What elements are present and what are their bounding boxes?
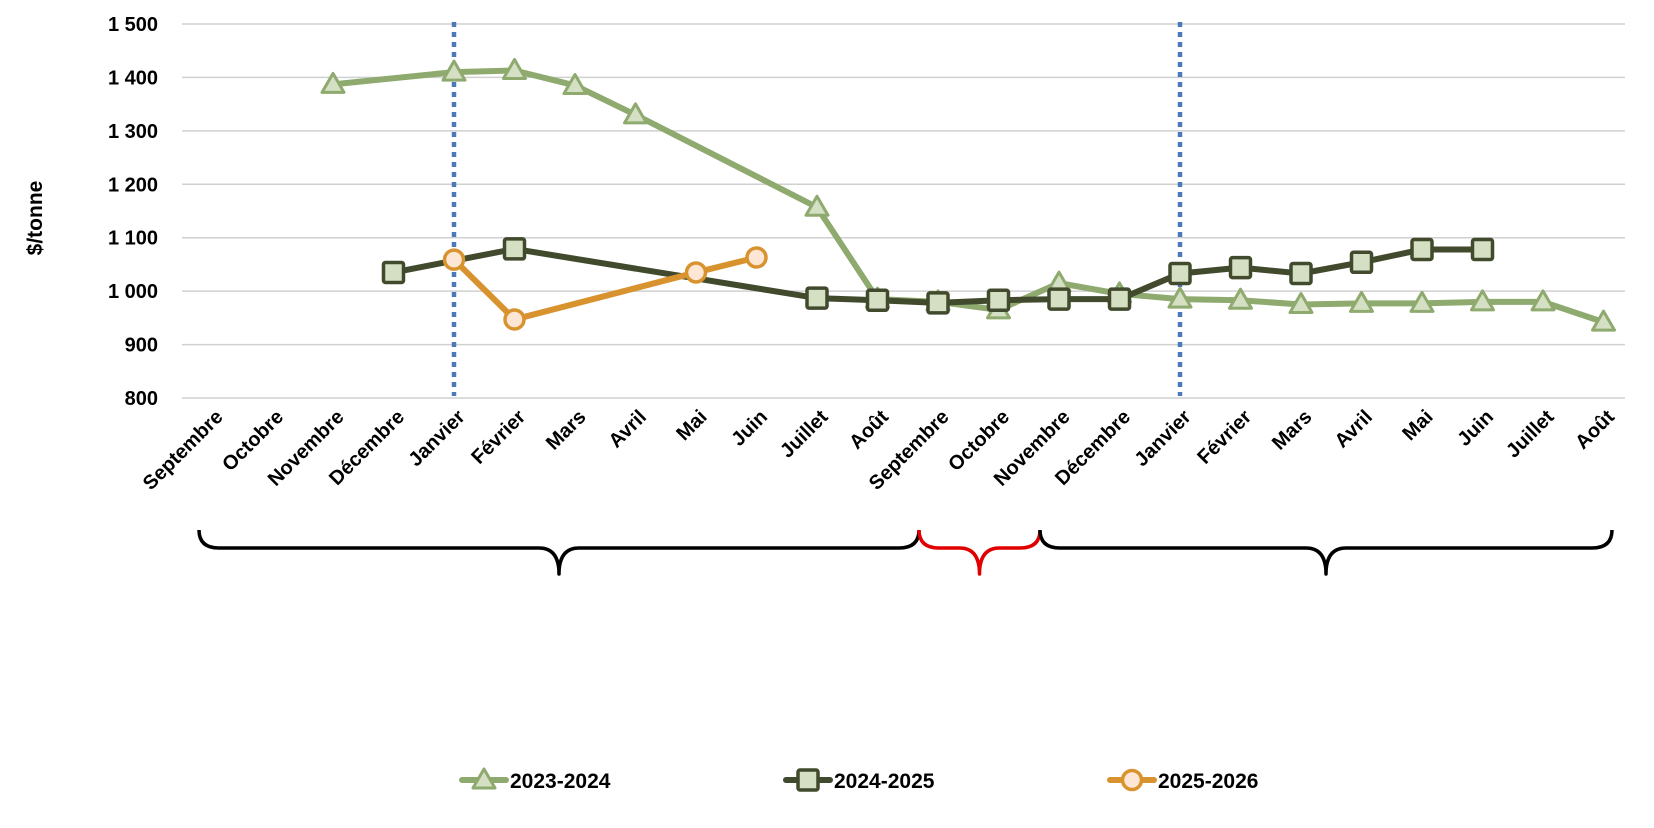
x-tick-label: Septembre: [139, 406, 228, 495]
legend-marker: [796, 768, 820, 792]
data-point: [442, 248, 466, 271]
data-point: [1470, 237, 1495, 262]
series-line: [451, 254, 760, 323]
series-line: [330, 67, 1607, 326]
y-tick-label: 1 500: [108, 14, 158, 36]
x-tick-label: Avril: [1331, 406, 1377, 452]
legend-entry: 2024-2025: [783, 768, 935, 793]
y-axis-ticks: 800 900 1 000 1 100 1 200 1 300 1 400 1 500: [108, 14, 158, 410]
data-point: [1167, 286, 1193, 309]
data-point: [745, 246, 768, 269]
y-tick-label: 800: [125, 388, 158, 410]
x-tick-label: Mars: [542, 406, 591, 455]
x-tick-label: Juin: [1453, 406, 1498, 451]
x-tick-label: Août: [845, 406, 893, 454]
data-point: [1530, 289, 1556, 312]
y-tick-label: 900: [125, 335, 158, 357]
data-point: [865, 288, 890, 312]
legend-label: 2025-2026: [1158, 770, 1258, 793]
legend: 2023-2024 2024-2025 2025-2026: [459, 767, 1258, 793]
x-tick-label: Mars: [1268, 406, 1317, 455]
x-tick-label: Juillet: [776, 406, 833, 463]
legend-marker: [1120, 768, 1144, 792]
data-point: [805, 286, 829, 310]
period-bracket: [917, 529, 1042, 576]
legend-entry: 2023-2024: [459, 767, 611, 793]
x-tick-label: Août: [1571, 406, 1619, 454]
x-axis-ticks: SeptembreOctobreNovembreDécembreJanvierF…: [139, 406, 1619, 495]
data-point: [1349, 250, 1374, 275]
reference-lines: [451, 22, 1183, 396]
data-point: [502, 57, 527, 80]
data-point: [1470, 289, 1495, 312]
data-point: [1289, 261, 1313, 286]
series-2023-2024: [320, 57, 1616, 332]
y-tick-label: 1 300: [108, 121, 158, 143]
data-point: [1591, 309, 1616, 332]
y-tick-label: 1 000: [108, 281, 158, 303]
x-tick-label: Janvier: [404, 406, 469, 471]
x-tick-label: Mai: [672, 406, 711, 445]
data-point: [1349, 290, 1374, 313]
y-tick-label: 1 400: [108, 67, 158, 89]
y-tick-label: 1 200: [108, 174, 158, 196]
series-layer: [320, 57, 1616, 332]
x-tick-label: Juillet: [1502, 406, 1559, 463]
data-point: [381, 260, 406, 285]
data-point: [684, 261, 708, 284]
data-point: [804, 194, 830, 217]
data-point: [502, 237, 527, 261]
series-2025-2026: [442, 246, 768, 331]
data-point: [1288, 292, 1314, 314]
x-tick-label: Avril: [605, 406, 651, 452]
period-bracket: [197, 529, 921, 576]
data-point: [1047, 287, 1071, 311]
data-point: [1228, 287, 1253, 310]
legend-label: 2024-2025: [834, 770, 935, 793]
x-tick-label: Février: [467, 406, 530, 469]
data-point: [1107, 287, 1132, 311]
data-point: [562, 72, 588, 95]
data-point: [503, 308, 526, 331]
y-axis-label: $/tonne: [24, 181, 47, 256]
data-point: [986, 288, 1011, 312]
data-point: [1228, 255, 1253, 280]
data-point: [1410, 237, 1434, 262]
legend-marker: [471, 767, 497, 790]
period-brackets: [197, 529, 1614, 576]
data-point: [926, 291, 950, 315]
y-tick-label: 1 100: [108, 228, 158, 250]
data-point: [1409, 290, 1435, 313]
x-tick-label: Mai: [1398, 406, 1437, 445]
data-point: [441, 59, 467, 82]
x-tick-label: Février: [1193, 406, 1256, 469]
legend-label: 2023-2024: [510, 770, 611, 793]
period-bracket: [1038, 529, 1614, 576]
x-tick-label: Juin: [727, 406, 772, 451]
data-point: [320, 71, 346, 94]
data-point: [623, 102, 648, 125]
series-2024-2025: [381, 237, 1495, 315]
legend-entry: 2025-2026: [1107, 768, 1258, 793]
x-tick-label: Janvier: [1130, 406, 1195, 471]
data-point: [1168, 261, 1192, 286]
